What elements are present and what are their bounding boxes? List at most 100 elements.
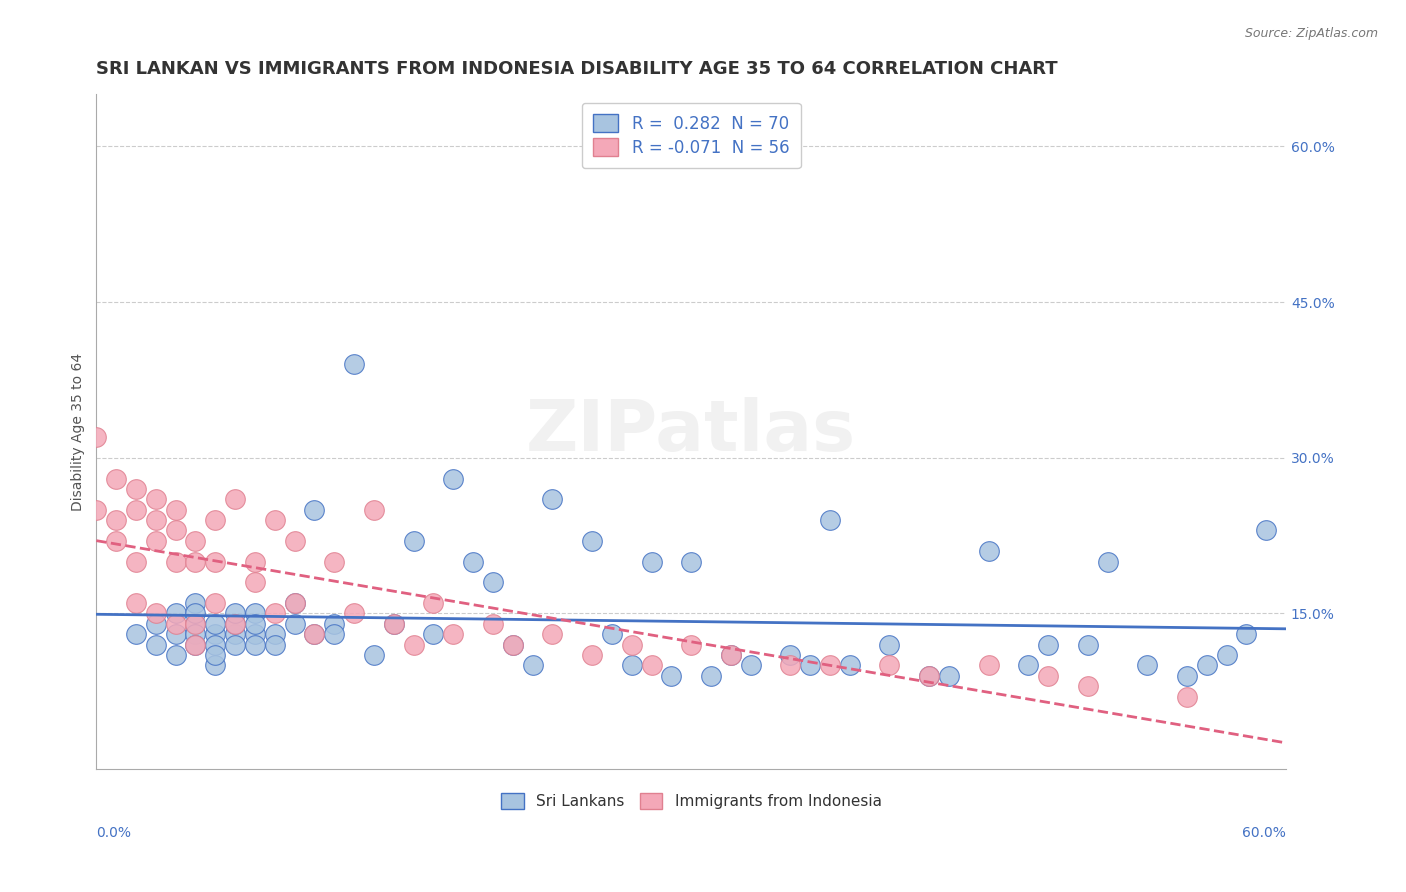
Point — [422, 627, 444, 641]
Point — [818, 658, 841, 673]
Point — [659, 669, 682, 683]
Point — [184, 555, 207, 569]
Point — [86, 430, 108, 444]
Point — [145, 492, 167, 507]
Point — [363, 648, 385, 662]
Point — [779, 648, 801, 662]
Point — [1036, 669, 1059, 683]
Point — [165, 502, 187, 516]
Point — [1175, 690, 1198, 704]
Point — [263, 627, 285, 641]
Point — [165, 555, 187, 569]
Point — [184, 627, 207, 641]
Point — [1136, 658, 1159, 673]
Point — [918, 669, 941, 683]
Text: 60.0%: 60.0% — [1241, 826, 1286, 840]
Point — [184, 533, 207, 548]
Point — [125, 482, 148, 496]
Point — [184, 596, 207, 610]
Point — [1077, 638, 1099, 652]
Point — [681, 555, 703, 569]
Point — [263, 638, 285, 652]
Point — [482, 575, 505, 590]
Point — [243, 627, 266, 641]
Point — [125, 502, 148, 516]
Point — [323, 627, 346, 641]
Point — [204, 627, 226, 641]
Point — [502, 638, 524, 652]
Point — [779, 658, 801, 673]
Point — [184, 616, 207, 631]
Point — [204, 658, 226, 673]
Point — [700, 669, 723, 683]
Legend: Sri Lankans, Immigrants from Indonesia: Sri Lankans, Immigrants from Indonesia — [495, 788, 887, 815]
Text: 0.0%: 0.0% — [97, 826, 131, 840]
Point — [243, 555, 266, 569]
Point — [284, 533, 307, 548]
Point — [145, 513, 167, 527]
Point — [938, 669, 960, 683]
Point — [243, 607, 266, 621]
Point — [224, 492, 246, 507]
Point — [204, 513, 226, 527]
Point — [1097, 555, 1119, 569]
Point — [422, 596, 444, 610]
Point — [145, 607, 167, 621]
Point — [224, 616, 246, 631]
Point — [125, 596, 148, 610]
Point — [977, 658, 1000, 673]
Point — [620, 638, 643, 652]
Point — [125, 627, 148, 641]
Point — [1175, 669, 1198, 683]
Point — [640, 658, 662, 673]
Point — [382, 616, 405, 631]
Point — [125, 555, 148, 569]
Point — [243, 575, 266, 590]
Point — [382, 616, 405, 631]
Point — [1036, 638, 1059, 652]
Point — [918, 669, 941, 683]
Point — [1256, 524, 1278, 538]
Point — [224, 627, 246, 641]
Point — [284, 616, 307, 631]
Point — [284, 596, 307, 610]
Point — [1195, 658, 1218, 673]
Point — [105, 533, 128, 548]
Point — [402, 638, 425, 652]
Point — [165, 648, 187, 662]
Point — [284, 596, 307, 610]
Point — [720, 648, 742, 662]
Point — [343, 357, 366, 371]
Point — [243, 616, 266, 631]
Point — [243, 638, 266, 652]
Point — [720, 648, 742, 662]
Point — [304, 627, 326, 641]
Point — [1077, 679, 1099, 693]
Point — [977, 544, 1000, 558]
Point — [165, 524, 187, 538]
Point — [184, 607, 207, 621]
Point — [145, 638, 167, 652]
Point — [600, 627, 623, 641]
Point — [86, 502, 108, 516]
Point — [879, 638, 901, 652]
Point — [204, 555, 226, 569]
Point — [105, 513, 128, 527]
Point — [402, 533, 425, 548]
Point — [681, 638, 703, 652]
Point — [541, 627, 564, 641]
Point — [323, 616, 346, 631]
Point — [640, 555, 662, 569]
Point — [165, 607, 187, 621]
Point — [541, 492, 564, 507]
Point — [224, 616, 246, 631]
Point — [581, 648, 603, 662]
Point — [620, 658, 643, 673]
Point — [224, 638, 246, 652]
Point — [441, 627, 464, 641]
Text: Source: ZipAtlas.com: Source: ZipAtlas.com — [1244, 27, 1378, 40]
Point — [145, 616, 167, 631]
Point — [1234, 627, 1257, 641]
Point — [204, 638, 226, 652]
Point — [145, 533, 167, 548]
